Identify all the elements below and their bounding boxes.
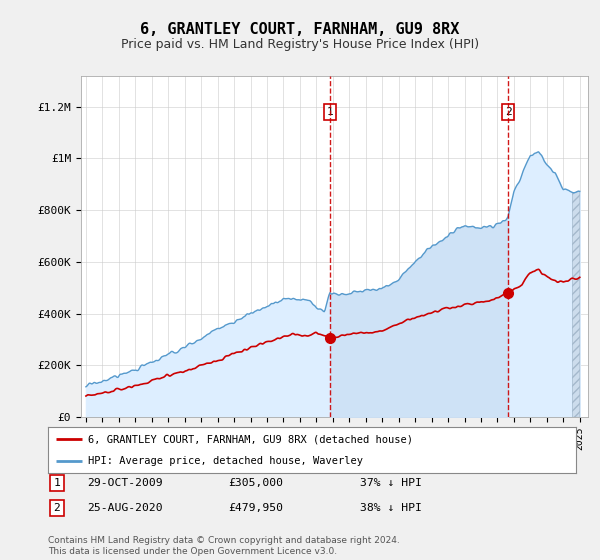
Text: 2: 2: [505, 107, 512, 117]
Text: £305,000: £305,000: [228, 478, 283, 488]
Text: 6, GRANTLEY COURT, FARNHAM, GU9 8RX: 6, GRANTLEY COURT, FARNHAM, GU9 8RX: [140, 22, 460, 38]
Text: 1: 1: [53, 478, 61, 488]
Text: 2: 2: [53, 503, 61, 513]
Text: 1: 1: [326, 107, 334, 117]
Text: 38% ↓ HPI: 38% ↓ HPI: [360, 503, 422, 513]
Text: Price paid vs. HM Land Registry's House Price Index (HPI): Price paid vs. HM Land Registry's House …: [121, 38, 479, 50]
Text: HPI: Average price, detached house, Waverley: HPI: Average price, detached house, Wave…: [88, 456, 362, 466]
Text: 29-OCT-2009: 29-OCT-2009: [87, 478, 163, 488]
Text: 6, GRANTLEY COURT, FARNHAM, GU9 8RX (detached house): 6, GRANTLEY COURT, FARNHAM, GU9 8RX (det…: [88, 434, 413, 444]
Text: 25-AUG-2020: 25-AUG-2020: [87, 503, 163, 513]
Text: £479,950: £479,950: [228, 503, 283, 513]
Text: Contains HM Land Registry data © Crown copyright and database right 2024.
This d: Contains HM Land Registry data © Crown c…: [48, 536, 400, 556]
Text: 37% ↓ HPI: 37% ↓ HPI: [360, 478, 422, 488]
